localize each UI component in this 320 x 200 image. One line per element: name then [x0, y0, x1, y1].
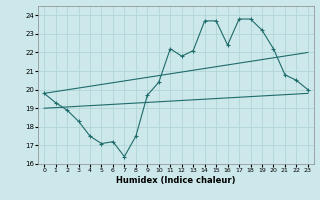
X-axis label: Humidex (Indice chaleur): Humidex (Indice chaleur)	[116, 176, 236, 185]
